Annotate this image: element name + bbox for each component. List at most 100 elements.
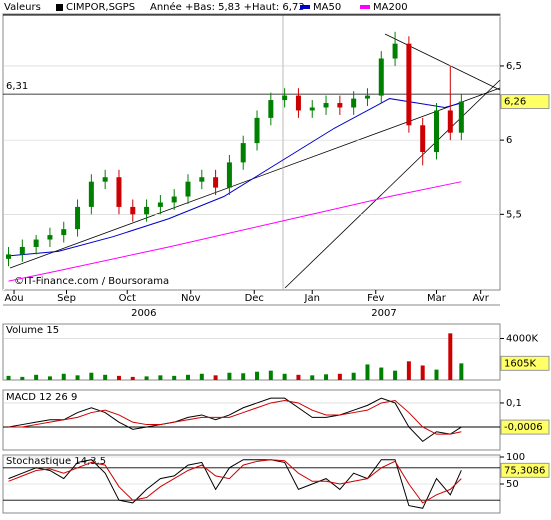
volume-bar: [130, 376, 135, 380]
source: ©IT-Finance.com / Boursorama: [14, 276, 169, 287]
volume-bar: [20, 376, 25, 380]
menu[interactable]: Valeurs: [4, 2, 41, 13]
candle-body: [33, 239, 39, 247]
volume-bar: [34, 374, 39, 380]
y-tick-label: 5,5: [506, 209, 522, 220]
volume-bar: [144, 376, 149, 380]
x-tick-label: Sep: [57, 293, 76, 304]
value-box: [500, 94, 550, 110]
candle-body: [268, 100, 274, 118]
y-tick-label: 50: [506, 479, 519, 490]
y-tick-label: 0,1: [506, 398, 522, 409]
volume-bar: [116, 375, 121, 380]
last-value: 75,3086: [504, 465, 545, 476]
volume-bar: [324, 374, 329, 380]
candle-body: [213, 177, 219, 188]
candle-body: [406, 43, 412, 126]
candle-body: [309, 107, 315, 111]
volume-bar: [185, 374, 190, 380]
volume-bar: [103, 374, 108, 380]
panel-title: Stochastique 14,3,5: [6, 456, 106, 467]
y-tick-label: 6,5: [506, 61, 522, 72]
ma-line: [8, 98, 462, 257]
candle-body: [157, 202, 163, 207]
indicator-line: [8, 459, 462, 509]
volume-bar: [61, 373, 66, 380]
panel-title: MACD 12 26 9: [6, 392, 77, 403]
x-tick-label: Avr: [473, 293, 490, 304]
volume-bar: [434, 369, 439, 380]
candle-body: [337, 103, 343, 108]
x-tick-label: Dec: [245, 293, 264, 304]
volume-bar: [459, 363, 464, 380]
candle-body: [364, 95, 370, 99]
volume-bar: [268, 370, 273, 380]
volume-bar: [227, 372, 232, 380]
volume-bar: [241, 373, 246, 380]
value-box: [500, 355, 550, 371]
volume-bar: [6, 375, 11, 380]
volume-bar: [448, 333, 453, 380]
candle-body: [88, 181, 94, 207]
candle-body: [420, 125, 426, 152]
macd-frame: [2, 389, 501, 451]
candle-body: [254, 117, 260, 144]
x-tick-label: Nov: [181, 293, 201, 304]
trend-line: [384, 33, 501, 91]
candle-body: [282, 95, 288, 101]
x-tick-label: Fev: [367, 293, 384, 304]
legend-label: MA50: [313, 2, 341, 13]
x-tick-label: Jan: [304, 293, 320, 304]
candle-body: [47, 235, 53, 240]
candle-body: [240, 143, 246, 163]
x-tick-label: Mar: [427, 293, 447, 304]
candle-body: [130, 206, 136, 215]
indicator-line: [8, 400, 462, 435]
candle-body: [171, 196, 177, 203]
y-tick-label: 4000K: [506, 334, 538, 345]
y-tick-label: 100: [506, 452, 525, 463]
candle-body: [323, 103, 329, 108]
volume-bar: [47, 376, 52, 380]
candle-body: [226, 162, 232, 188]
candle-body: [102, 177, 108, 182]
candle-body: [458, 101, 464, 133]
candle-body: [61, 229, 67, 236]
candle-body: [378, 58, 384, 96]
volume-bar: [420, 365, 425, 380]
volume-bar: [282, 373, 287, 380]
volume-bar: [379, 367, 384, 380]
last-value: 1605K: [504, 358, 536, 369]
trend-line: [284, 79, 501, 289]
volume-bar: [337, 373, 342, 380]
volume-bar: [255, 371, 260, 380]
x-tick-label: Aou: [4, 293, 23, 304]
candle-body: [6, 254, 12, 259]
volume-bar: [406, 361, 411, 380]
candle-body: [295, 95, 301, 111]
value-box: [500, 419, 550, 435]
volume-bar: [172, 375, 177, 380]
value-box: [500, 462, 550, 478]
candle-body: [351, 98, 357, 108]
volume-bar: [310, 375, 315, 380]
candle-body: [185, 181, 191, 197]
panel-title: Volume 15: [6, 325, 59, 336]
candle-body: [144, 206, 150, 215]
year-label: 2007: [371, 308, 396, 319]
chart-subtitle: Année +Bas: 5,83 +Haut: 6,73: [150, 1, 305, 13]
candle-body: [116, 177, 122, 207]
volume-bar: [365, 364, 370, 380]
price-frame: [2, 13, 501, 291]
candle-body: [433, 110, 439, 152]
legend-swatch: [300, 5, 310, 9]
last-value: -0,0006: [504, 422, 543, 433]
legend-swatch: [360, 5, 370, 9]
volume-bar: [89, 372, 94, 380]
volume-bar: [393, 370, 398, 380]
indicator-line: [8, 397, 462, 443]
y-tick-label: 6: [506, 135, 512, 146]
trend-line: [9, 87, 501, 269]
year-label: 2006: [131, 308, 156, 319]
x-tick-label: Oct: [119, 293, 136, 304]
